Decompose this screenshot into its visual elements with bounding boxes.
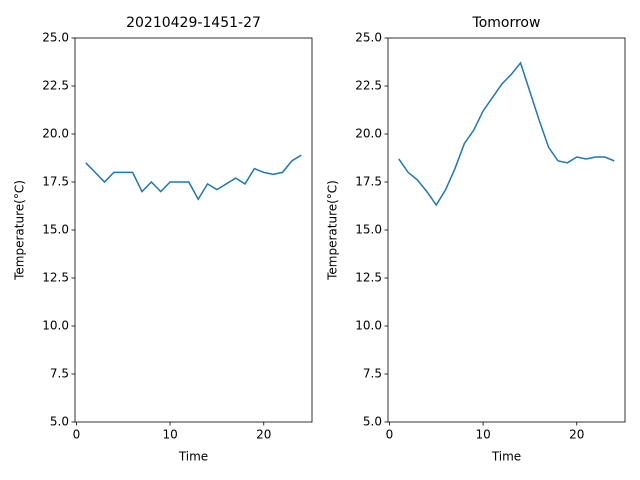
y-tick-label: 10.0	[42, 319, 69, 333]
y-axis-label: Temperature(°C)	[326, 180, 340, 281]
y-tick-label: 25.0	[42, 31, 69, 45]
data-line	[398, 61, 615, 207]
y-tick-label: 12.5	[355, 271, 382, 285]
y-tick-label: 25.0	[355, 31, 382, 45]
subplot: Tomorrow Time Temperature(°C) 0 10 20 5.0 7.5 10…	[326, 15, 626, 464]
x-tick-label: 10	[475, 428, 490, 442]
axes-frame	[74, 37, 313, 423]
y-tick-label: 7.5	[50, 367, 69, 381]
subplot: 20210429-1451-27 Time Temperature(°C) 0 10 20…	[13, 15, 313, 464]
y-tick-label: 12.5	[42, 271, 69, 285]
y-tick-label: 20.0	[355, 127, 382, 141]
y-tick-label: 5.0	[363, 415, 382, 429]
x-tick-label: 10	[162, 428, 177, 442]
y-tick-label: 10.0	[355, 319, 382, 333]
subplot-title: Tomorrow	[472, 15, 541, 31]
x-tick-label: 20	[569, 428, 584, 442]
y-axis-label: Temperature(°C)	[13, 180, 27, 281]
y-tick-label: 20.0	[42, 127, 69, 141]
x-tick-label: 20	[256, 428, 271, 442]
y-tick-label: 17.5	[355, 175, 382, 189]
y-tick-label: 22.5	[42, 79, 69, 93]
y-tick-label: 15.0	[355, 223, 382, 237]
x-tick-label: 0	[73, 428, 81, 442]
data-line	[85, 154, 302, 201]
y-tick-label: 7.5	[363, 367, 382, 381]
y-tick-label: 15.0	[42, 223, 69, 237]
x-axis-label: Time	[491, 450, 521, 464]
y-tick-label: 22.5	[355, 79, 382, 93]
axes-frame	[387, 37, 626, 423]
x-axis-label: Time	[178, 450, 208, 464]
y-tick-label: 5.0	[50, 415, 69, 429]
x-tick-label: 0	[386, 428, 394, 442]
y-tick-label: 17.5	[42, 175, 69, 189]
subplot-title: 20210429-1451-27	[126, 15, 261, 31]
